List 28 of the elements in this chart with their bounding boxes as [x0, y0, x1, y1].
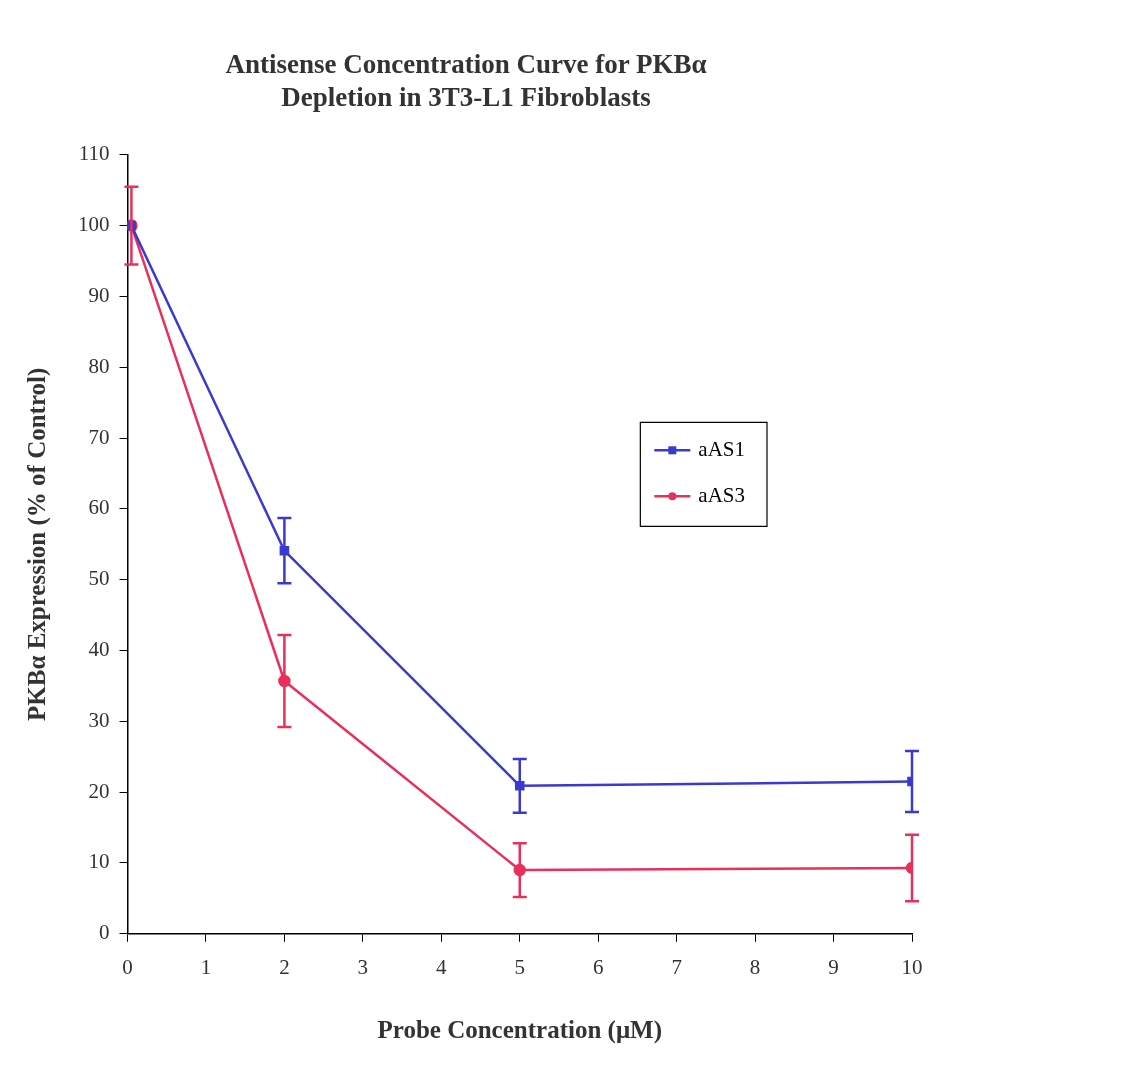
y-tick-label: 20 [88, 778, 110, 803]
y-tick-label: 30 [88, 707, 110, 732]
y-tick-label: 10 [88, 849, 110, 874]
x-tick-label: 10 [901, 954, 923, 979]
legend-label: aAS1 [698, 436, 746, 461]
x-tick-label: 4 [436, 954, 448, 979]
y-tick-label: 60 [88, 495, 110, 520]
x-tick-label: 8 [749, 954, 761, 979]
x-tick-label: 0 [122, 954, 133, 979]
y-tick-label: 50 [88, 566, 110, 591]
x-tick-label: 2 [279, 954, 290, 979]
y-tick-label: 90 [88, 282, 110, 307]
y-tick-label: 70 [88, 424, 110, 449]
legend-label: aAS3 [698, 482, 746, 507]
chart-title: Antisense Concentration Curve for PKBα Depletion in 3T3-L1 Fibroblasts [225, 49, 707, 112]
x-tick-label: 7 [671, 954, 682, 979]
y-tick-label: 100 [78, 212, 110, 237]
x-tick-label: 9 [828, 954, 839, 979]
x-tick-label: 5 [514, 954, 525, 979]
y-tick-label: 110 [78, 141, 110, 166]
y-tick-label: 0 [99, 920, 110, 945]
x-tick-label: 1 [200, 954, 212, 979]
x-tick-label: 6 [592, 954, 604, 979]
y-tick-label: 40 [88, 637, 110, 662]
x-tick-label: 3 [357, 954, 369, 979]
y-tick-label: 80 [88, 353, 110, 378]
x-axis-title: Probe Concentration (μM) [377, 1016, 662, 1045]
y-axis-title: PKBα Expression (% of Control) [23, 367, 52, 721]
